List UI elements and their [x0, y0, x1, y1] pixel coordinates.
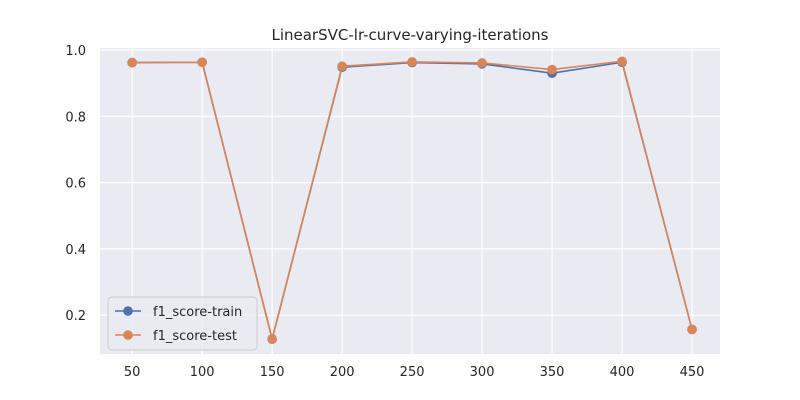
y-tick-label: 0.6	[65, 177, 86, 192]
x-tick-label: 200	[330, 365, 355, 380]
data-point-1	[477, 58, 487, 68]
legend-label-train: f1_score-train	[153, 305, 242, 320]
x-tick-label: 400	[610, 365, 635, 380]
x-tick-label: 150	[260, 365, 285, 380]
series-layer	[127, 56, 697, 344]
data-point-1	[337, 61, 347, 72]
data-point-1	[197, 57, 207, 68]
x-tick-label: 350	[540, 365, 565, 380]
chart-title: LinearSVC-lr-curve-varying-iterations	[271, 26, 548, 44]
y-tick-labels: 0.2 0.4 0.6 0.8 1.0	[65, 44, 86, 324]
legend-label-test: f1_score-test	[153, 329, 237, 344]
legend-marker-train	[123, 306, 133, 316]
data-point-1	[617, 56, 627, 67]
x-tick-label: 450	[680, 365, 705, 380]
data-point-1	[547, 64, 557, 75]
legend-marker-test	[123, 330, 133, 340]
y-tick-label: 0.2	[65, 309, 86, 324]
x-tick-labels: 50 100 150 200 250 300 350 400 450	[124, 365, 705, 380]
y-tick-label: 1.0	[65, 44, 86, 59]
x-tick-label: 300	[470, 365, 495, 380]
legend: f1_score-train f1_score-test	[107, 296, 258, 351]
legend-box	[107, 296, 258, 351]
grid-lines	[100, 48, 720, 354]
data-point-1	[267, 334, 277, 344]
data-point-1	[127, 57, 137, 68]
y-tick-label: 0.4	[65, 243, 86, 258]
y-tick-label: 0.8	[65, 110, 86, 125]
data-point-1	[407, 57, 417, 67]
x-tick-label: 50	[124, 365, 141, 380]
data-point-1	[687, 324, 697, 335]
x-tick-label: 100	[190, 365, 215, 380]
x-tick-label: 250	[400, 365, 425, 380]
